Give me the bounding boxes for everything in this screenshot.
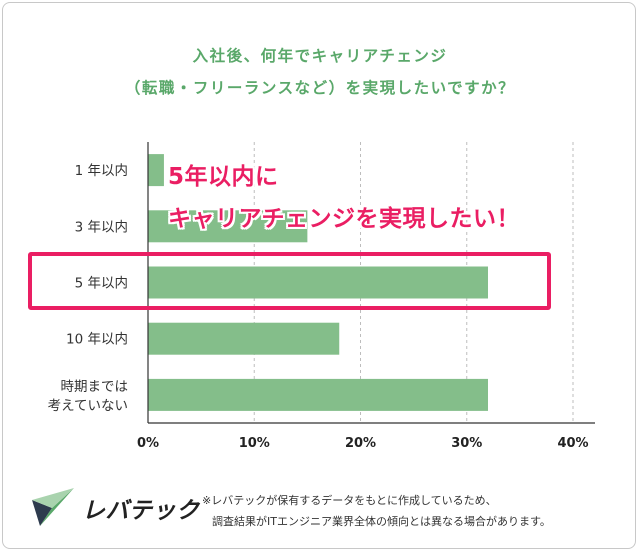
category-label-2: 5 年以内 xyxy=(75,276,128,292)
callout-line2: キャリアチェンジを実現したい！ xyxy=(168,206,521,232)
tick-label-0: 0% xyxy=(137,436,159,451)
chart-title-line2: （転職・フリーランスなど）を実現したいですか？ xyxy=(124,79,516,97)
highlight-box xyxy=(28,252,551,310)
category-label-4: 時期までは考えていない xyxy=(48,379,128,414)
tick-label-20: 20% xyxy=(345,436,376,451)
bar-1 xyxy=(148,210,308,243)
bar-0 xyxy=(148,154,164,187)
bar-3 xyxy=(148,322,340,355)
chart-title-line1: 入社後、何年でキャリアチェンジ xyxy=(192,47,448,65)
footnote-line2: 調査結果がITエンジニア業界全体の傾向とは異なる場合があります。 xyxy=(212,515,551,528)
category-label-1: 3 年以内 xyxy=(75,219,128,235)
tick-label-30: 30% xyxy=(451,436,482,451)
footnote-line1: ※レバテックが保有するデータをもとに作成しているため、 xyxy=(202,494,497,507)
bar-2 xyxy=(148,266,488,299)
tick-label-40: 40% xyxy=(557,436,588,451)
brand-mark-icon xyxy=(32,488,74,526)
brand-name: レバテック xyxy=(82,498,200,524)
callout-line1: 5年以内に xyxy=(168,164,279,190)
category-label-3: 10 年以内 xyxy=(66,332,128,348)
bar-4 xyxy=(148,378,488,411)
category-label-0: 1 年以内 xyxy=(75,163,128,179)
tick-label-10: 10% xyxy=(239,436,270,451)
brand-logo: レバテック xyxy=(28,486,200,530)
